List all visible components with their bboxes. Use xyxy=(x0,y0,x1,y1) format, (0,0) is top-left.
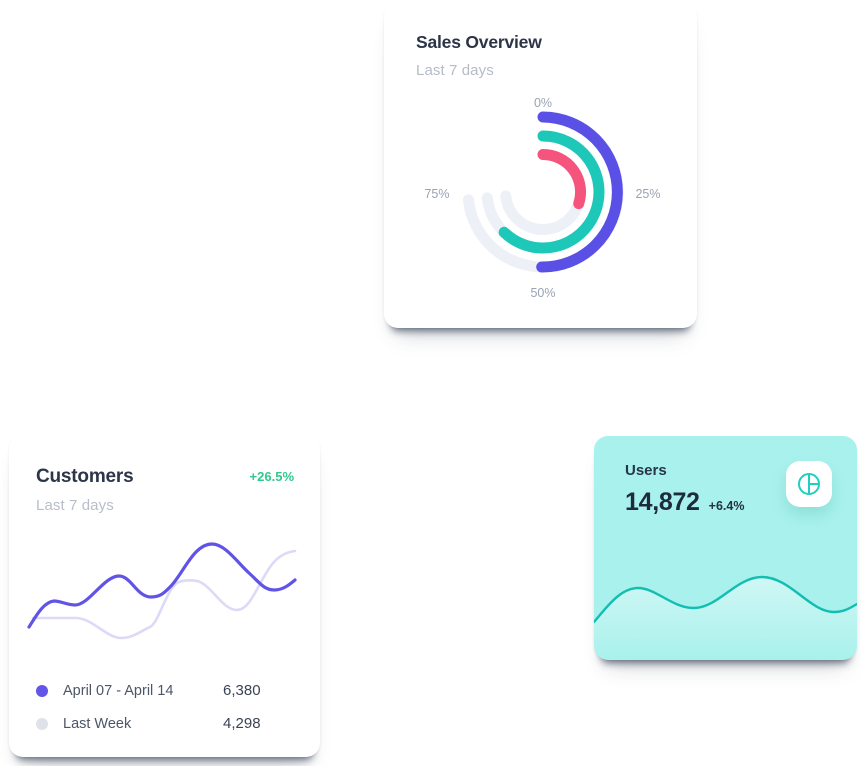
users-card-header: Users 14,872 +6.4% xyxy=(625,462,744,517)
users-trend-line xyxy=(594,575,857,624)
current-period-dot-icon xyxy=(36,684,48,697)
customers-card-header: Customers +26.5% Last 7 days xyxy=(36,466,294,514)
tick-label-25: 25% xyxy=(635,187,660,201)
current-period-line xyxy=(27,542,297,629)
legend-row-last-week: Last Week 4,298 xyxy=(36,713,293,734)
sales-card-subtitle: Last 7 days xyxy=(416,62,494,79)
sales-card-title: Sales Overview xyxy=(416,32,542,52)
pie-chart-icon xyxy=(798,473,820,495)
legend-label: Last Week xyxy=(63,715,132,732)
sales-card-header: Sales Overview Last 7 days xyxy=(416,32,542,79)
users-count: 14,872 xyxy=(625,488,700,516)
customers-legend: April 07 - April 14 6,380 Last Week 4,29… xyxy=(36,680,293,746)
users-value-row: 14,872 +6.4% xyxy=(625,488,744,517)
legend-value: 4,298 xyxy=(223,715,261,732)
customers-change-badge: +26.5% xyxy=(249,469,294,484)
users-trend-area-chart xyxy=(594,575,857,660)
sales-overview-card: Sales Overview Last 7 days 0% 25% 50% 75… xyxy=(384,2,697,328)
customers-line-chart xyxy=(27,542,297,640)
users-pie-chart-button[interactable] xyxy=(786,461,832,507)
users-card-title: Users xyxy=(625,462,667,479)
last-week-dot-icon xyxy=(36,717,48,730)
users-card: Users 14,872 +6.4% xyxy=(594,436,857,660)
tick-label-50: 50% xyxy=(530,286,555,300)
customers-card: Customers +26.5% Last 7 days April 07 - … xyxy=(9,434,320,757)
legend-value: 6,380 xyxy=(223,682,261,699)
inner-ring-value-arc xyxy=(537,148,586,210)
middle-ring-value-arc xyxy=(498,130,605,254)
customers-card-subtitle: Last 7 days xyxy=(36,497,114,514)
legend-label: April 07 - April 14 xyxy=(63,682,174,699)
users-trend-area-fill xyxy=(594,577,857,660)
customers-card-title: Customers xyxy=(36,466,134,487)
outer-ring-value-arc xyxy=(536,111,623,273)
radial-progress-chart: 0% 25% 50% 75% xyxy=(424,96,660,300)
users-change-badge: +6.4% xyxy=(708,499,745,513)
tick-label-0: 0% xyxy=(534,96,552,110)
legend-row-current: April 07 - April 14 6,380 xyxy=(36,680,293,701)
tick-label-75: 75% xyxy=(424,187,449,201)
